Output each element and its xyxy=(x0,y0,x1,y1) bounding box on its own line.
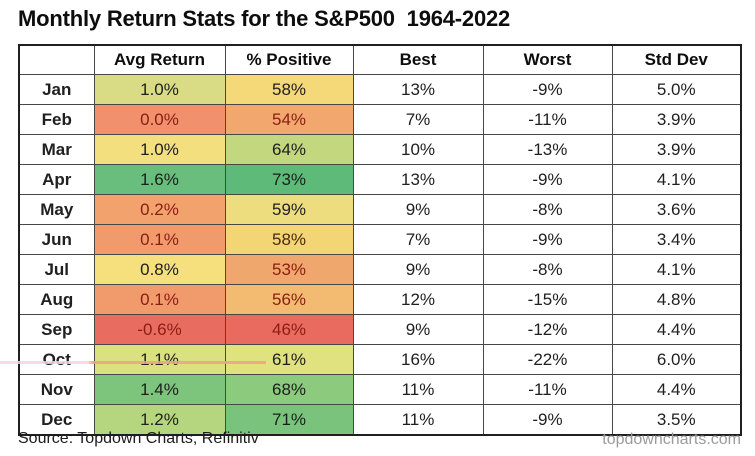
source-text: Source: Topdown Charts, Refinitiv xyxy=(18,430,259,447)
std-dev-cell: 4.8% xyxy=(611,284,742,315)
month-cell: Nov xyxy=(18,374,95,405)
std-dev-cell: 5.0% xyxy=(611,74,742,105)
std-dev-cell: 4.1% xyxy=(611,254,742,285)
avg-return-cell: 0.1% xyxy=(93,224,226,255)
monthly-return-stats-table: Avg Return % Positive Best Worst Std Dev… xyxy=(18,44,742,436)
pct-positive-cell: 53% xyxy=(224,254,354,285)
col-header-worst: Worst xyxy=(482,44,613,75)
best-cell: 11% xyxy=(352,374,484,405)
std-dev-cell: 3.9% xyxy=(611,134,742,165)
best-cell: 16% xyxy=(352,344,484,375)
worst-cell: -11% xyxy=(482,374,613,405)
table-row: Apr 1.6% 73% 13% -9% 4.1% xyxy=(18,164,742,195)
pct-positive-cell: 61% xyxy=(224,344,354,375)
std-dev-cell: 3.6% xyxy=(611,194,742,225)
best-cell: 12% xyxy=(352,284,484,315)
pct-positive-cell: 46% xyxy=(224,314,354,345)
std-dev-cell: 4.1% xyxy=(611,164,742,195)
worst-cell: -9% xyxy=(482,404,613,436)
table-row: Jan 1.0% 58% 13% -9% 5.0% xyxy=(18,74,742,105)
month-cell: Jan xyxy=(18,74,95,105)
table-row: Jun 0.1% 58% 7% -9% 3.4% xyxy=(18,224,742,255)
month-cell: Apr xyxy=(18,164,95,195)
col-header-avg-return: Avg Return xyxy=(93,44,226,75)
pct-positive-cell: 54% xyxy=(224,104,354,135)
col-header-pct-positive: % Positive xyxy=(224,44,354,75)
avg-return-cell: 0.2% xyxy=(93,194,226,225)
table-row: Oct 1.1% 61% 16% -22% 6.0% xyxy=(18,344,742,375)
month-cell: Mar xyxy=(18,134,95,165)
worst-cell: -8% xyxy=(482,254,613,285)
col-header-std-dev: Std Dev xyxy=(611,44,742,75)
month-cell: Sep xyxy=(18,314,95,345)
avg-return-cell: 1.0% xyxy=(93,134,226,165)
worst-cell: -22% xyxy=(482,344,613,375)
pct-positive-cell: 64% xyxy=(224,134,354,165)
avg-return-cell: 1.1% xyxy=(93,344,226,375)
table-row: Aug 0.1% 56% 12% -15% 4.8% xyxy=(18,284,742,315)
header-row: Avg Return % Positive Best Worst Std Dev xyxy=(18,44,742,75)
avg-return-cell: 1.0% xyxy=(93,74,226,105)
table-row: Sep -0.6% 46% 9% -12% 4.4% xyxy=(18,314,742,345)
worst-cell: -8% xyxy=(482,194,613,225)
std-dev-cell: 3.4% xyxy=(611,224,742,255)
avg-return-cell: 1.6% xyxy=(93,164,226,195)
worst-cell: -11% xyxy=(482,104,613,135)
table-row: Jul 0.8% 53% 9% -8% 4.1% xyxy=(18,254,742,285)
best-cell: 13% xyxy=(352,164,484,195)
month-cell: Oct xyxy=(18,344,95,375)
worst-cell: -13% xyxy=(482,134,613,165)
std-dev-cell: 3.5% xyxy=(611,404,742,436)
avg-return-cell: 0.0% xyxy=(93,104,226,135)
avg-return-cell: -0.6% xyxy=(93,314,226,345)
avg-return-cell: 1.4% xyxy=(93,374,226,405)
best-cell: 11% xyxy=(352,404,484,436)
worst-cell: -15% xyxy=(482,284,613,315)
table-row: May 0.2% 59% 9% -8% 3.6% xyxy=(18,194,742,225)
best-cell: 7% xyxy=(352,224,484,255)
best-cell: 9% xyxy=(352,254,484,285)
pct-positive-cell: 56% xyxy=(224,284,354,315)
month-cell: Aug xyxy=(18,284,95,315)
worst-cell: -9% xyxy=(482,164,613,195)
std-dev-cell: 4.4% xyxy=(611,374,742,405)
avg-return-cell: 0.8% xyxy=(93,254,226,285)
pct-positive-cell: 59% xyxy=(224,194,354,225)
month-cell: May xyxy=(18,194,95,225)
best-cell: 10% xyxy=(352,134,484,165)
worst-cell: -9% xyxy=(482,224,613,255)
std-dev-cell: 4.4% xyxy=(611,314,742,345)
table-row: Mar 1.0% 64% 10% -13% 3.9% xyxy=(18,134,742,165)
pct-positive-cell: 68% xyxy=(224,374,354,405)
best-cell: 7% xyxy=(352,104,484,135)
month-cell: Jul xyxy=(18,254,95,285)
pct-positive-cell: 58% xyxy=(224,224,354,255)
pct-positive-cell: 71% xyxy=(224,404,354,436)
worst-cell: -9% xyxy=(482,74,613,105)
table-row: Nov 1.4% 68% 11% -11% 4.4% xyxy=(18,374,742,405)
month-cell: Feb xyxy=(18,104,95,135)
best-cell: 9% xyxy=(352,314,484,345)
best-cell: 9% xyxy=(352,194,484,225)
col-header-best: Best xyxy=(352,44,484,75)
worst-cell: -12% xyxy=(482,314,613,345)
month-cell: Jun xyxy=(18,224,95,255)
col-header-month xyxy=(18,44,95,75)
std-dev-cell: 3.9% xyxy=(611,104,742,135)
website-text: topdowncharts.com xyxy=(602,431,741,448)
table-row: Dec 1.2% 71% 11% -9% 3.5% xyxy=(18,404,742,436)
best-cell: 13% xyxy=(352,74,484,105)
avg-return-cell: 0.1% xyxy=(93,284,226,315)
std-dev-cell: 6.0% xyxy=(611,344,742,375)
month-cell: Dec xyxy=(18,404,95,436)
table-row: Feb 0.0% 54% 7% -11% 3.9% xyxy=(18,104,742,135)
page-title: Monthly Return Stats for the S&P500 1964… xyxy=(18,6,511,31)
table-body: Jan 1.0% 58% 13% -9% 5.0% Feb 0.0% 54% 7% -11% 3.9%… xyxy=(18,74,742,436)
pct-positive-cell: 73% xyxy=(224,164,354,195)
pct-positive-cell: 58% xyxy=(224,74,354,105)
